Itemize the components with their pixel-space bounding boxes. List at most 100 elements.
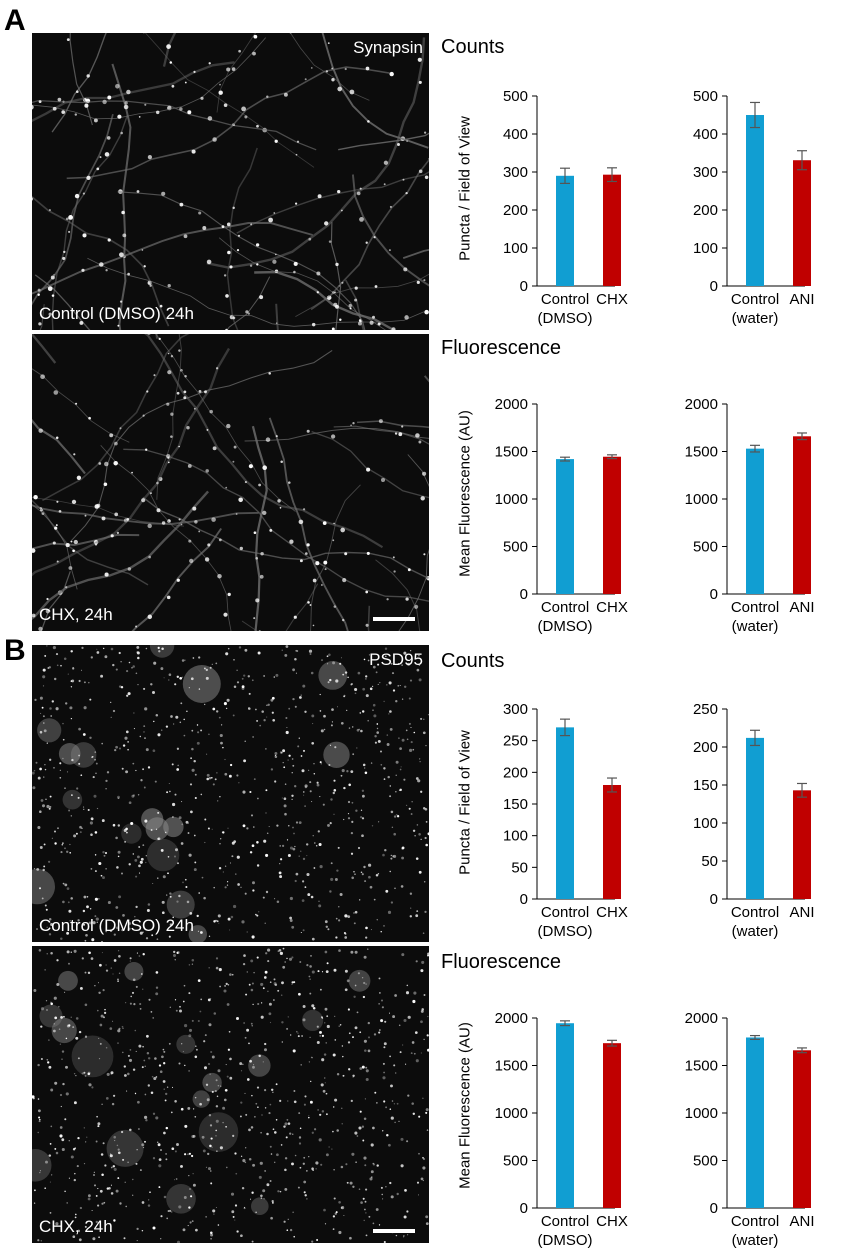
texture-punctum [204, 390, 208, 394]
texture-punctum [227, 647, 230, 650]
x-category-label: Control [541, 904, 589, 921]
texture-punctum [94, 915, 97, 918]
texture-punctum [407, 568, 411, 572]
texture-punctum [348, 1032, 351, 1035]
texture-soma [58, 970, 78, 991]
texture-punctum [295, 672, 297, 674]
texture-punctum [233, 904, 237, 909]
texture-punctum [145, 1118, 148, 1122]
y-tick-label: 2000 [685, 396, 718, 413]
texture-fiber [32, 533, 140, 550]
texture-punctum [88, 1083, 92, 1087]
texture-punctum [44, 969, 46, 971]
texture-punctum [175, 1009, 178, 1012]
texture-punctum [216, 1150, 218, 1152]
texture-punctum [405, 597, 409, 601]
texture-punctum [294, 785, 297, 788]
texture-punctum [50, 1088, 54, 1092]
texture-punctum [302, 880, 305, 883]
texture-punctum [266, 716, 268, 718]
texture-punctum [311, 322, 316, 327]
texture-punctum [357, 321, 362, 326]
texture-punctum [50, 1125, 53, 1128]
texture-punctum [85, 933, 88, 937]
texture-punctum [190, 757, 193, 760]
texture-punctum [119, 252, 124, 258]
texture-punctum [102, 876, 105, 880]
texture-punctum [40, 1057, 43, 1061]
texture-punctum [147, 154, 153, 160]
texture-punctum [213, 920, 216, 923]
texture-punctum [225, 328, 228, 330]
texture-punctum [129, 1002, 132, 1005]
texture-punctum [142, 768, 145, 771]
texture-punctum [101, 819, 105, 823]
texture-punctum [287, 759, 289, 761]
texture-punctum [210, 1237, 212, 1240]
texture-punctum [216, 772, 218, 774]
texture-fiber [156, 334, 182, 500]
texture-punctum [38, 322, 42, 326]
texture-punctum [117, 950, 120, 952]
texture-punctum [293, 615, 297, 619]
texture-punctum [270, 1153, 273, 1155]
texture-punctum [389, 71, 394, 77]
texture-fiber [131, 527, 222, 631]
texture-punctum [94, 870, 97, 873]
y-tick-label: 300 [693, 164, 718, 181]
texture-punctum [197, 1019, 200, 1023]
texture-punctum [243, 674, 246, 677]
texture-punctum [73, 1072, 76, 1075]
texture-punctum [321, 1110, 325, 1113]
texture-punctum [48, 918, 52, 921]
texture-punctum [182, 881, 184, 884]
texture-punctum [336, 706, 339, 708]
texture-punctum [207, 543, 211, 547]
texture-punctum [215, 1079, 218, 1082]
texture-punctum [364, 1164, 367, 1167]
texture-punctum [331, 708, 334, 711]
texture-punctum [320, 1163, 323, 1166]
texture-punctum [395, 774, 397, 776]
texture-punctum [344, 552, 348, 556]
texture-fiber [333, 425, 429, 445]
texture-punctum [256, 263, 259, 266]
texture-punctum [272, 1202, 274, 1204]
texture-punctum [410, 1052, 413, 1055]
texture-punctum [95, 1140, 98, 1143]
texture-punctum [174, 1150, 177, 1153]
texture-punctum [39, 1171, 41, 1174]
texture-punctum [135, 1162, 138, 1165]
texture-punctum [248, 1128, 251, 1132]
texture-punctum [68, 230, 71, 233]
texture-punctum [37, 1239, 40, 1242]
texture-punctum [117, 1042, 119, 1044]
texture-punctum [251, 1025, 253, 1027]
texture-punctum [32, 1097, 35, 1100]
texture-punctum [334, 1015, 336, 1018]
texture-punctum [111, 1102, 115, 1106]
texture-punctum [308, 769, 310, 771]
texture-punctum [127, 748, 129, 751]
texture-punctum [311, 741, 315, 745]
texture-punctum [283, 766, 286, 769]
texture-punctum [342, 578, 347, 583]
texture-punctum [232, 1134, 235, 1138]
texture-punctum [422, 1166, 426, 1170]
texture-punctum [40, 1007, 45, 1011]
texture-punctum [287, 854, 291, 857]
texture-punctum [158, 1064, 162, 1067]
texture-punctum [390, 810, 394, 814]
texture-punctum [306, 1170, 308, 1172]
texture-punctum [117, 795, 120, 799]
texture-punctum [160, 848, 164, 852]
texture-punctum [95, 1220, 98, 1224]
texture-punctum [182, 1050, 185, 1053]
texture-punctum [336, 869, 339, 872]
texture-punctum [67, 901, 70, 904]
texture-punctum [147, 614, 153, 620]
texture-punctum [316, 291, 319, 294]
texture-punctum [135, 905, 138, 909]
texture-punctum [159, 304, 163, 308]
texture-punctum [406, 738, 409, 741]
